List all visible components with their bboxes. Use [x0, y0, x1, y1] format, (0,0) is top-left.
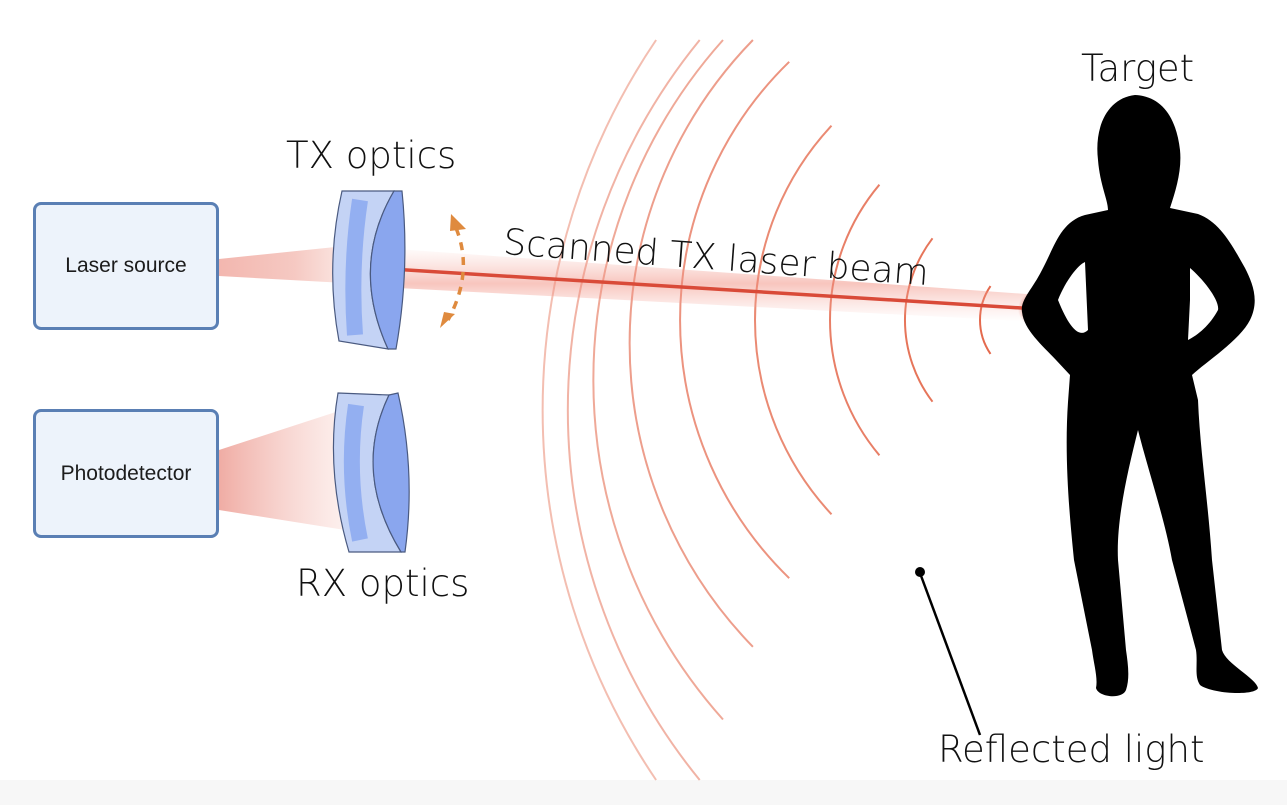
target-label: Target	[1081, 47, 1195, 90]
wavefront-arc	[566, 39, 701, 781]
tx-lens	[332, 190, 406, 350]
wavefront-arc	[904, 237, 934, 403]
reflected-wavefronts	[541, 39, 992, 781]
photodetector-label: Photodetector	[60, 461, 192, 485]
wavefront-arc	[679, 61, 790, 579]
wavefront-arc	[592, 39, 724, 721]
wavefront-arc	[541, 39, 657, 781]
person-silhouette-icon	[1021, 95, 1258, 697]
tx-beam-cone	[219, 246, 345, 283]
photodetector-box: Photodetector	[33, 409, 219, 538]
reflected-light-label: Reflected light	[938, 728, 1205, 771]
laser-source-label: Laser source	[65, 254, 187, 277]
rx-lens	[332, 392, 410, 553]
reflected-light-pointer	[918, 572, 982, 736]
reflected-light-dot	[915, 567, 925, 577]
laser-source-box: Laser source	[33, 202, 219, 330]
double-arrow-arc-icon	[440, 214, 466, 328]
tx-optics-label: TX optics	[286, 134, 457, 177]
wavefront-arc	[628, 39, 754, 648]
wavefront-arc	[754, 125, 833, 515]
rx-beam-cone	[219, 409, 345, 530]
scanned-tx-beam	[340, 245, 1040, 322]
rx-optics-label: RX optics	[296, 562, 470, 605]
bottom-band	[0, 780, 1287, 805]
wavefront-arc	[829, 184, 881, 456]
